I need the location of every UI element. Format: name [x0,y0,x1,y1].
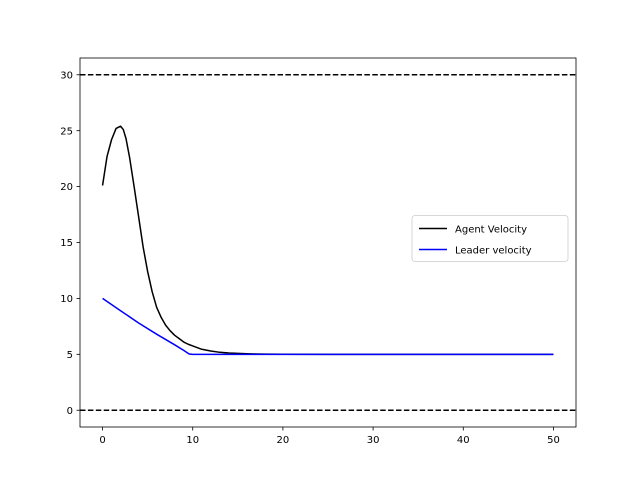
y-tick-label: 25 [60,126,73,137]
x-tick-label: 10 [186,435,199,446]
x-tick-label: 0 [99,435,105,446]
y-axis: 0 5 10 15 20 25 30 [60,70,80,417]
y-tick-label: 0 [67,406,73,417]
x-tick-label: 20 [277,435,290,446]
y-tick-label: 20 [60,182,73,193]
x-axis: 0 10 20 30 40 50 [99,427,560,446]
y-tick-label: 10 [60,294,73,305]
y-tick-label: 5 [67,350,73,361]
x-tick-label: 30 [367,435,380,446]
y-tick-label: 15 [60,238,73,249]
series-lines [101,125,554,356]
reference-lines [80,74,576,411]
legend-label: Agent Velocity [455,225,527,236]
x-tick-label: 50 [547,435,560,446]
y-tick-label: 30 [60,70,73,81]
series-line-leader-velocity [102,297,554,356]
legend-label: Leader velocity [455,246,532,257]
legend-box [411,215,569,262]
x-tick-label: 40 [457,435,470,446]
legend: Agent Velocity Leader velocity [411,215,569,262]
